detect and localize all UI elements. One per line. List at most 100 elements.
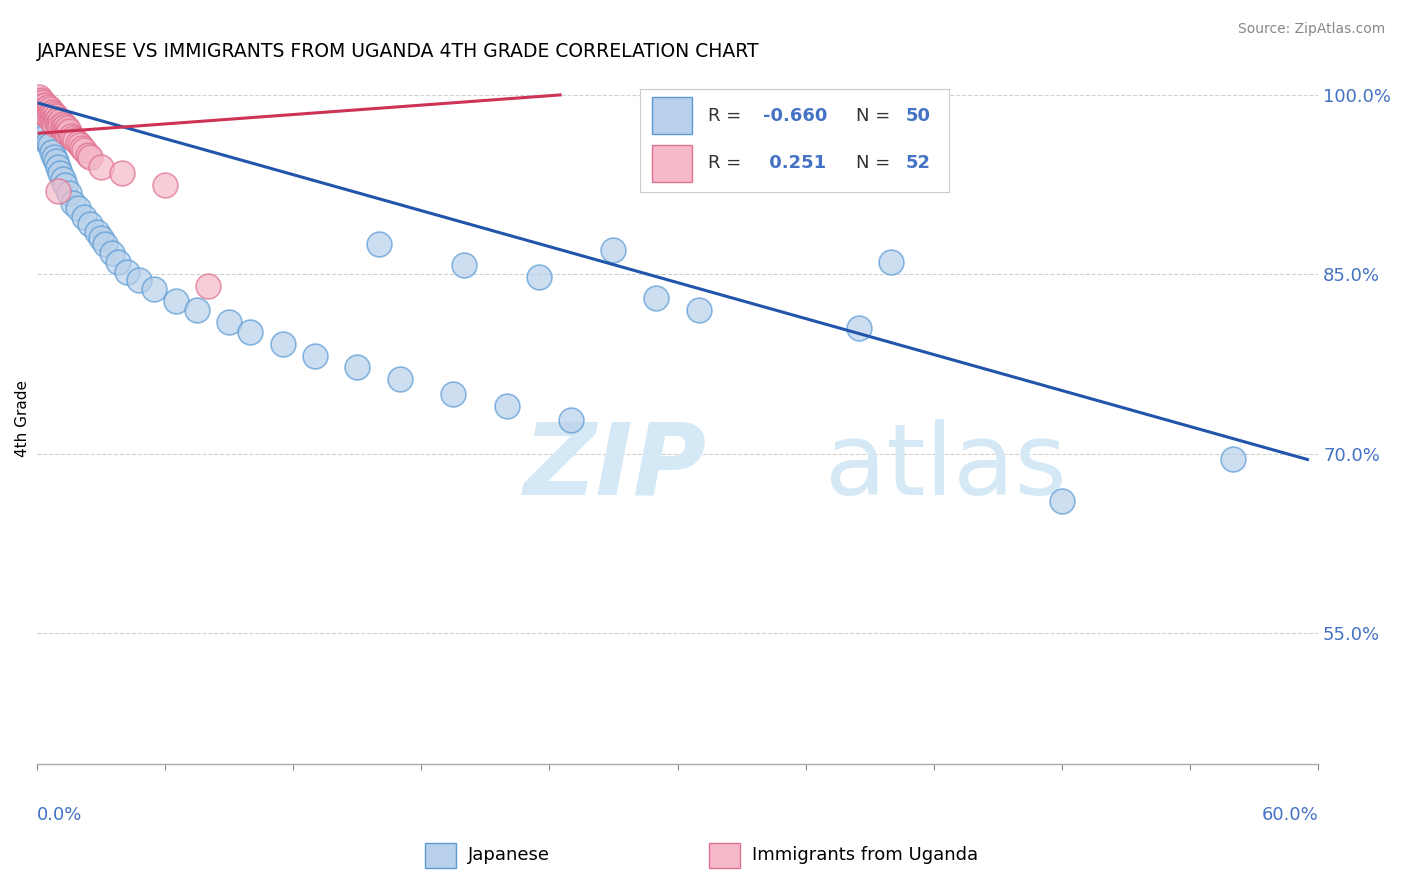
Point	[28, 112, 51, 126]
Point	[37, 110, 59, 124]
Text: Source: ZipAtlas.com: Source: ZipAtlas.com	[1237, 22, 1385, 37]
Point	[271, 336, 294, 351]
Point	[58, 186, 80, 200]
Text: R =: R =	[707, 107, 747, 125]
Point	[49, 119, 72, 133]
Point	[128, 273, 150, 287]
Point	[100, 245, 122, 260]
Point	[60, 128, 83, 143]
Bar	[709, 843, 740, 868]
Text: Japanese: Japanese	[468, 847, 550, 864]
Point	[37, 136, 59, 150]
Point	[73, 210, 96, 224]
Point	[560, 413, 582, 427]
Text: 52: 52	[905, 154, 931, 172]
Point	[34, 103, 56, 117]
Point	[153, 178, 176, 192]
Point	[107, 255, 129, 269]
Point	[304, 349, 326, 363]
Point	[28, 94, 51, 108]
Text: JAPANESE VS IMMIGRANTS FROM UGANDA 4TH GRADE CORRELATION CHART: JAPANESE VS IMMIGRANTS FROM UGANDA 4TH G…	[37, 42, 759, 61]
Point	[53, 178, 76, 192]
Point	[37, 104, 59, 119]
Point	[53, 119, 76, 133]
Bar	[425, 843, 456, 868]
Point	[52, 171, 75, 186]
Point	[28, 106, 51, 120]
Point	[62, 195, 84, 210]
Point	[346, 360, 368, 375]
Point	[28, 100, 51, 114]
Point	[56, 121, 79, 136]
Point	[28, 103, 51, 117]
Text: atlas: atlas	[825, 418, 1067, 516]
Point	[28, 90, 51, 104]
Point	[66, 202, 89, 216]
Point	[30, 104, 52, 119]
Point	[52, 117, 75, 131]
Point	[28, 97, 51, 112]
Point	[41, 110, 63, 124]
Point	[30, 118, 52, 132]
Point	[34, 129, 56, 144]
Bar	[652, 97, 692, 135]
Point	[30, 93, 52, 107]
Point	[602, 244, 624, 258]
Point	[69, 138, 91, 153]
Text: -0.660: -0.660	[763, 107, 828, 125]
Point	[94, 237, 117, 252]
Point	[56, 126, 79, 140]
Point	[495, 399, 517, 413]
Point	[32, 103, 55, 118]
Point	[688, 303, 710, 318]
Point	[30, 96, 52, 111]
Point	[38, 107, 60, 121]
Point	[38, 138, 60, 153]
Point	[62, 131, 84, 145]
Point	[49, 166, 72, 180]
Point	[218, 315, 240, 329]
Point	[30, 100, 52, 114]
Point	[79, 150, 101, 164]
Point	[30, 124, 52, 138]
Point	[52, 121, 75, 136]
Point	[367, 237, 389, 252]
Point	[41, 114, 63, 128]
Point	[73, 143, 96, 157]
Point	[46, 112, 69, 126]
Point	[42, 107, 65, 121]
Point	[90, 160, 112, 174]
Point	[1222, 452, 1244, 467]
Text: N =: N =	[856, 154, 896, 172]
Point	[79, 217, 101, 231]
Point	[34, 107, 56, 121]
Point	[90, 231, 112, 245]
Point	[45, 110, 67, 124]
Point	[165, 293, 187, 308]
Point	[66, 136, 89, 150]
Point	[42, 117, 65, 131]
Point	[86, 226, 108, 240]
Point	[197, 279, 219, 293]
Point	[388, 372, 411, 386]
Point	[58, 124, 80, 138]
Point	[453, 258, 475, 272]
Point	[1050, 494, 1073, 508]
Point	[880, 255, 903, 269]
Point	[34, 97, 56, 112]
Point	[527, 269, 550, 284]
Bar	[652, 145, 692, 181]
Y-axis label: 4th Grade: 4th Grade	[15, 380, 30, 458]
Text: 50: 50	[905, 107, 931, 125]
Point	[41, 104, 63, 119]
Point	[49, 114, 72, 128]
Point	[77, 147, 100, 161]
Point	[32, 95, 55, 109]
Point	[70, 140, 93, 154]
Text: 60.0%: 60.0%	[1261, 805, 1319, 823]
Point	[111, 166, 134, 180]
Text: N =: N =	[856, 107, 896, 125]
Point	[441, 386, 464, 401]
Point	[239, 325, 262, 339]
Text: 0.0%: 0.0%	[37, 805, 83, 823]
